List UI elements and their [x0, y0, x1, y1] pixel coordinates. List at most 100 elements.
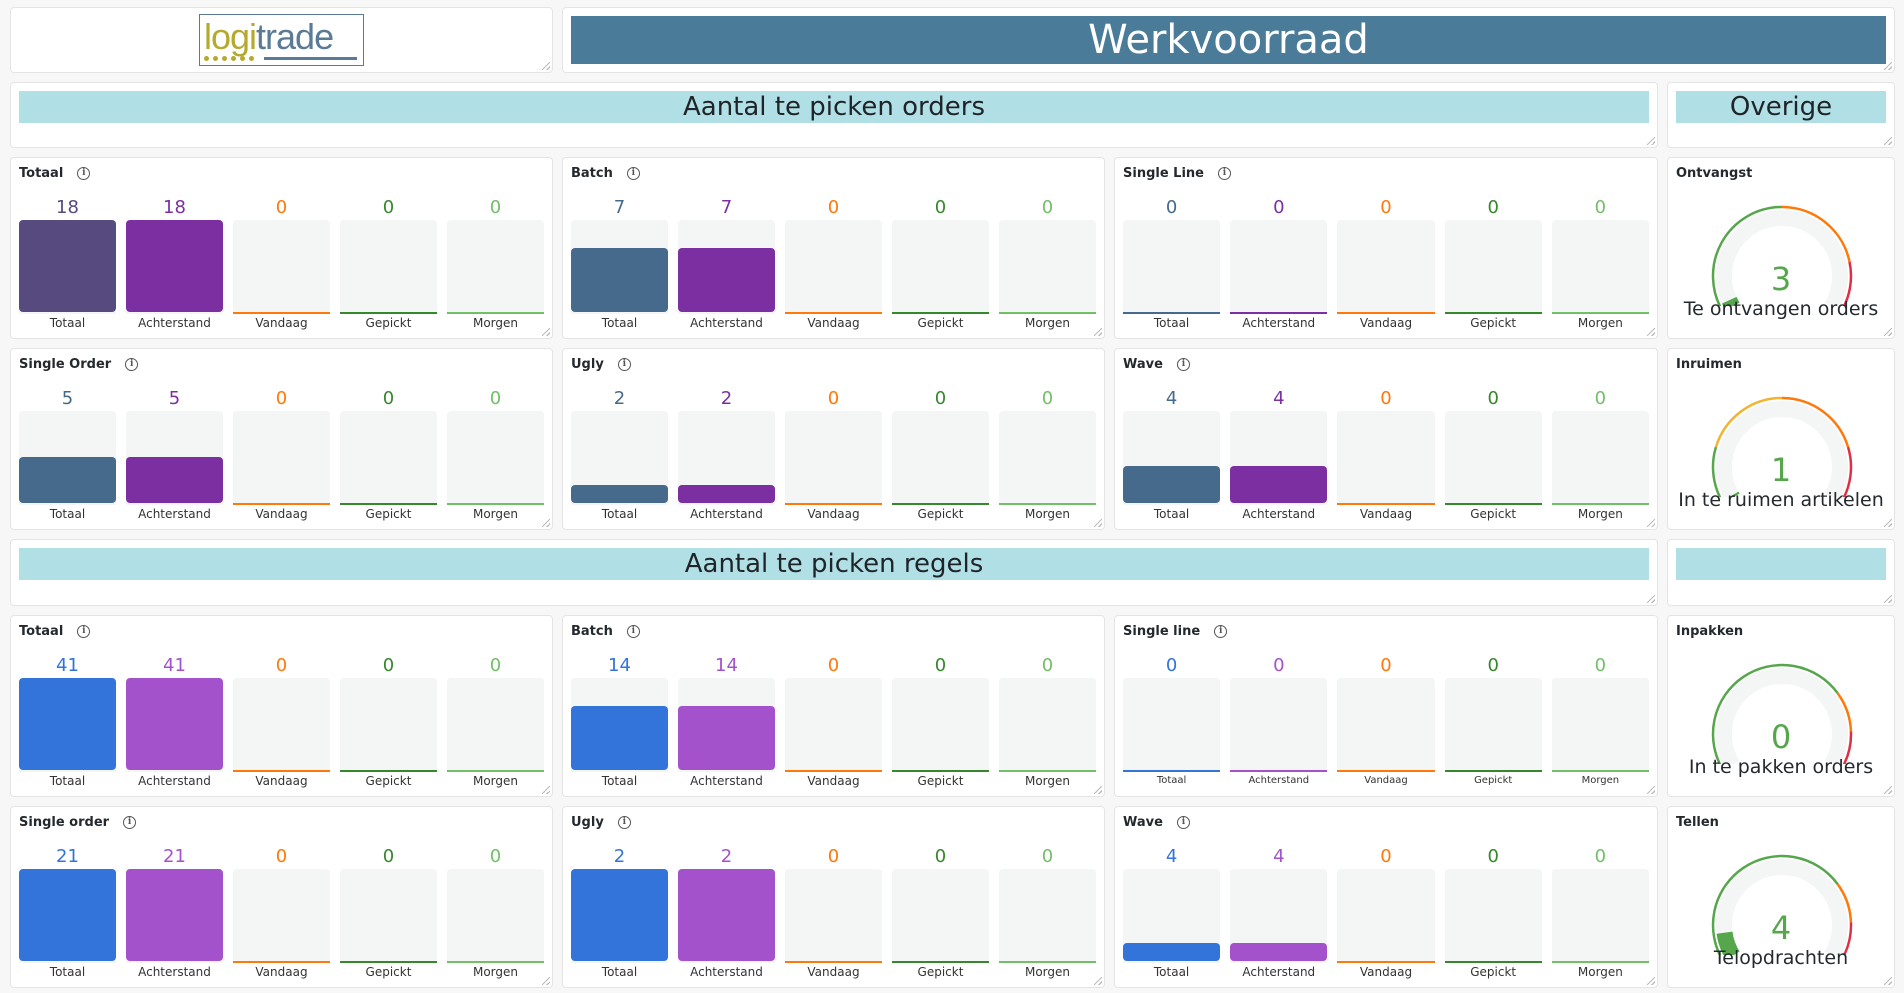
bar-value: 0 [827, 655, 840, 676]
panel-title: Batch i [571, 624, 640, 639]
bar-gauge: 5 Totaal 5 Achterstand 0 Vandaag 0 Gepic… [19, 387, 544, 523]
info-icon[interactable]: i [125, 358, 139, 371]
bar-value: 4 [1273, 388, 1285, 409]
bar-value: 0 [1041, 197, 1054, 218]
gauge-fill [1729, 491, 1740, 497]
bar-gepickt: 0 Gepickt [1444, 845, 1542, 981]
bar-gauge: 7 Totaal 7 Achterstand 0 Vandaag 0 Gepic… [571, 196, 1096, 332]
bar-label: Morgen [1577, 316, 1623, 330]
bar-value: 0 [382, 388, 395, 409]
bar-gepickt: 0 Gepickt [892, 387, 989, 523]
panel-title-text: Single order [19, 815, 110, 830]
bar-gauge: 2 Totaal 2 Achterstand 0 Vandaag 0 Gepic… [571, 387, 1096, 523]
bar-value: 4 [1165, 846, 1178, 867]
info-icon[interactable]: i [626, 625, 640, 638]
gauge-fill [1722, 296, 1740, 306]
bar-morgen: 0 Morgen [447, 654, 544, 790]
bar-track [785, 220, 882, 314]
bar-morgen: 0 Morgen [1551, 654, 1649, 790]
bar-gauge: 4 Totaal 4 Achterstand 0 Vandaag 0 Gepic… [1123, 387, 1649, 523]
bar-track [1444, 220, 1542, 314]
bar-achterstand: 41 Achterstand [126, 654, 223, 790]
panel-title: Ontvangst [1676, 166, 1753, 181]
bar-label: Vandaag [1359, 965, 1413, 979]
info-icon[interactable]: i [626, 167, 640, 180]
bar-vandaag: 0 Vandaag [1337, 387, 1435, 523]
bar-value: 0 [382, 655, 395, 676]
bar-gauge: 0 Totaal 0 Achterstand 0 Vandaag 0 Gepic… [1123, 196, 1649, 332]
bar-value: 14 [715, 655, 738, 676]
bar-track [19, 411, 116, 505]
gauge-track [1716, 210, 1848, 306]
gauge-value: 0 [1770, 718, 1792, 756]
bar-panel: Ugly i 2 Totaal 2 Achterstand 0 Vandaag 0… [562, 806, 1105, 988]
page-title: Werkvoorraad [571, 16, 1886, 64]
bar-track [785, 869, 882, 963]
bar-track [571, 869, 668, 963]
gauge-threshold [1842, 261, 1853, 306]
bar-label: Vandaag [807, 774, 860, 788]
bar-value: 0 [489, 197, 502, 218]
bar-fill [126, 678, 223, 770]
bar-track [678, 678, 775, 772]
section-orders: Aantal te picken orders [10, 82, 1658, 148]
gauge-panel: Inpakken 0 In te pakken orders [1667, 615, 1895, 797]
bar-totaal: 2 Totaal [571, 845, 668, 981]
bar-value: 0 [1487, 655, 1499, 676]
bar-value: 0 [489, 846, 502, 867]
bar-value: 4 [1273, 846, 1285, 867]
bar-label: Achterstand [1242, 965, 1316, 979]
info-icon[interactable]: i [617, 358, 631, 371]
bar-track [1230, 678, 1328, 772]
gauge [1711, 663, 1853, 764]
bar-value: 21 [56, 846, 79, 867]
bar-fill [19, 220, 116, 312]
info-icon[interactable]: i [1218, 167, 1231, 180]
bar-achterstand: 5 Achterstand [126, 387, 223, 523]
panel-title: Wave i [1123, 357, 1190, 372]
bar-panel: Totaal i 18 Totaal 18 Achterstand 0 Vanda… [10, 157, 553, 339]
bar-label: Totaal [1153, 316, 1190, 330]
info-icon[interactable]: i [123, 816, 137, 829]
bar-value: 0 [934, 655, 947, 676]
bar-vandaag: 0 Vandaag [233, 387, 330, 523]
bar-label: Morgen [1024, 965, 1071, 979]
bar-panel: Batch i 14 Totaal 14 Achterstand 0 Vandaa… [562, 615, 1105, 797]
bar-value: 0 [934, 846, 947, 867]
logitrade-logo: logitrade [199, 14, 364, 66]
bar-label: Achterstand [690, 316, 763, 330]
bar-label: Achterstand [138, 316, 211, 330]
gauge-value: 4 [1770, 909, 1792, 947]
bar-fill [19, 869, 116, 961]
bar-value: 21 [163, 846, 186, 867]
info-icon[interactable]: i [1176, 816, 1190, 829]
bar-value: 0 [382, 846, 395, 867]
bar-track [1123, 411, 1221, 505]
gauge-threshold [1842, 731, 1853, 764]
info-icon[interactable]: i [77, 167, 91, 180]
gauge-label: Telopdrachten [1713, 947, 1849, 969]
bar-track [999, 411, 1096, 505]
bar-track [678, 411, 775, 505]
bar-label: Vandaag [255, 774, 308, 788]
gauge [1711, 396, 1853, 497]
bar-label: Vandaag [255, 507, 308, 521]
info-icon[interactable]: i [1214, 625, 1228, 638]
info-icon[interactable]: i [617, 816, 631, 829]
bar-label: Totaal [49, 507, 86, 521]
bar-label: Morgen [472, 507, 519, 521]
bar-track [126, 411, 223, 505]
info-icon[interactable]: i [1176, 358, 1190, 371]
bar-label: Totaal [49, 316, 86, 330]
bar-label: Achterstand [138, 774, 211, 788]
bar-track [1444, 678, 1542, 772]
bar-value: 5 [61, 388, 74, 409]
bar-fill [1123, 466, 1221, 503]
bar-track [1551, 678, 1649, 772]
bar-value: 0 [1380, 655, 1392, 676]
bar-value: 41 [56, 655, 79, 676]
bar-vandaag: 0 Vandaag [233, 654, 330, 790]
info-icon[interactable]: i [77, 625, 91, 638]
bar-vandaag: 0 Vandaag [785, 845, 882, 981]
bar-track [447, 678, 544, 772]
